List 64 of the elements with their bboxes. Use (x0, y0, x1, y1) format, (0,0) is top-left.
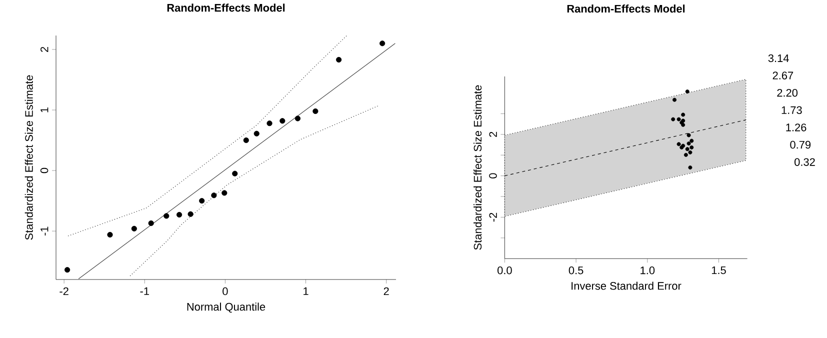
text: 2.67 (772, 72, 794, 80)
x-tick-label: -1 (140, 288, 149, 296)
x-tick-label: 0.0 (498, 266, 512, 274)
y-tick-label: -2 (489, 213, 497, 222)
point (148, 220, 154, 226)
y-axis-title: Standardized Effect Size Estimate (474, 86, 482, 250)
text: 2.20 (777, 89, 798, 97)
text: 1.73 (782, 106, 802, 114)
point (690, 139, 694, 144)
x-tick-label: 0 (222, 288, 228, 296)
point (312, 108, 318, 114)
point (336, 57, 342, 63)
line-series (68, 35, 348, 236)
x-axis-title: Inverse Standard Error (572, 282, 682, 290)
text: 0.79 (790, 141, 811, 149)
y-tick-label: 2 (489, 132, 497, 138)
y-tick-label: 0 (40, 168, 48, 174)
point (380, 40, 386, 46)
point (199, 198, 205, 204)
point (232, 171, 238, 177)
line-series (130, 106, 379, 276)
y-tick-label: 2 (40, 47, 48, 52)
point (681, 112, 686, 117)
x-tick-label: 1.5 (712, 266, 726, 274)
point (688, 166, 692, 170)
point (280, 118, 286, 124)
point (676, 142, 681, 146)
text: 3.14 (768, 54, 789, 62)
point (222, 190, 228, 196)
y-tick-label: -1 (40, 226, 48, 236)
point (164, 213, 170, 219)
point (684, 153, 688, 158)
text: 0.32 (794, 158, 815, 166)
point (131, 226, 137, 232)
chart-title: Random-Effects Model (167, 4, 285, 12)
x-tick-label: 0.5 (568, 266, 584, 274)
point (243, 138, 249, 144)
x-tick-label: 2 (384, 288, 389, 296)
point (685, 147, 690, 152)
point (254, 131, 260, 137)
y-axis-title: Standardized Effect Size Estimate (24, 76, 33, 240)
point (107, 232, 113, 238)
point (64, 267, 70, 273)
point (686, 133, 691, 138)
point (672, 98, 677, 102)
point (685, 90, 690, 94)
x-axis-title: Normal Quantile (187, 302, 266, 313)
point (676, 118, 681, 122)
x-tick-label: 1.0 (640, 266, 655, 274)
point (671, 118, 676, 122)
y-tick-label: 1 (40, 108, 48, 112)
point (686, 142, 691, 146)
point (176, 212, 182, 218)
x-tick-label: -2 (60, 288, 68, 296)
point (690, 146, 694, 150)
text: 1.26 (786, 124, 806, 132)
point (688, 150, 692, 155)
point (188, 212, 194, 218)
point (294, 116, 301, 122)
y-tick-label: 0 (489, 173, 497, 179)
point (266, 120, 272, 126)
x-tick-label: 1 (304, 288, 308, 296)
point (211, 192, 217, 198)
chart-title: Random-Effects Model (567, 4, 685, 13)
